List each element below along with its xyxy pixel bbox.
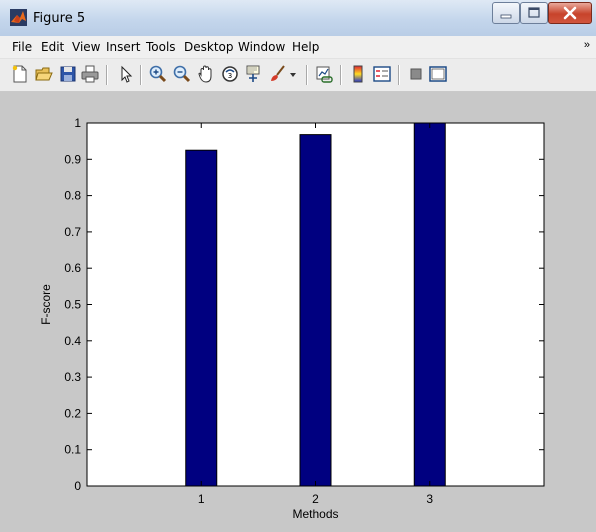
pan-icon[interactable] (196, 64, 216, 84)
matlab-logo-icon (10, 9, 27, 26)
link-plot-icon[interactable] (314, 64, 334, 84)
print-icon[interactable] (80, 64, 100, 84)
menu-tools[interactable]: Tools (146, 40, 176, 54)
toolbar-separator (106, 65, 108, 85)
x-tick-label: 2 (312, 492, 319, 506)
y-axis-label: F-score (39, 284, 53, 325)
legend-icon[interactable] (372, 64, 392, 84)
figure-toolbar: 3 (0, 59, 596, 92)
menu-view[interactable]: View (72, 40, 101, 54)
menu-desktop[interactable]: Desktop (184, 40, 234, 54)
bar (413, 122, 446, 487)
menu-window[interactable]: Window (238, 40, 286, 54)
y-tick-label: 0.8 (64, 189, 81, 203)
rotate-3d-icon[interactable]: 3 (220, 64, 240, 84)
minimize-icon (500, 14, 512, 19)
figure-canvas[interactable]: 0 0.1 0.2 0.3 0.4 0.5 0.6 0.7 0.8 0.9 1 1 2 3 Methods F… (0, 92, 596, 532)
menu-overflow-icon[interactable]: » (583, 39, 590, 51)
open-file-icon[interactable] (34, 64, 54, 84)
save-icon[interactable] (58, 64, 78, 84)
close-button[interactable] (548, 2, 592, 24)
data-cursor-icon[interactable] (244, 64, 264, 84)
y-tick-label: 0.4 (64, 334, 81, 348)
window-title: Figure 5 (33, 11, 86, 26)
minimize-button[interactable] (492, 2, 520, 24)
y-tick-label: 0.3 (64, 370, 81, 384)
y-tick-label: 0.1 (64, 443, 81, 457)
bar-chart: 0 0.1 0.2 0.3 0.4 0.5 0.6 0.7 0.8 0.9 1 1 2 3 Methods F… (39, 116, 545, 521)
y-tick-label: 1 (74, 116, 81, 130)
x-tick-label: 3 (426, 492, 433, 506)
pointer-icon[interactable] (116, 64, 136, 84)
close-icon (563, 6, 577, 20)
y-tick-label: 0.6 (64, 261, 81, 275)
hide-plot-tools-icon[interactable] (406, 64, 426, 84)
maximize-button[interactable] (520, 2, 548, 24)
brush-dropdown-icon[interactable] (287, 64, 299, 84)
maximize-icon (528, 7, 540, 18)
title-bar[interactable]: Figure 5 (0, 0, 596, 36)
menu-edit[interactable]: Edit (41, 40, 65, 54)
y-tick-label: 0.9 (64, 152, 81, 166)
new-figure-icon[interactable] (10, 64, 30, 84)
menu-bar: File Edit View Insert Tools Desktop Wind… (0, 36, 596, 59)
show-plot-tools-icon[interactable] (428, 64, 448, 84)
toolbar-separator (398, 65, 400, 85)
toolbar-separator (306, 65, 308, 85)
menu-insert[interactable]: Insert (106, 40, 141, 54)
x-tick-label: 1 (198, 492, 205, 506)
menu-file[interactable]: File (12, 40, 33, 54)
menu-help[interactable]: Help (292, 40, 320, 54)
toolbar-separator (340, 65, 342, 85)
bar (185, 149, 218, 487)
bar (299, 134, 332, 487)
colorbar-icon[interactable] (348, 64, 368, 84)
zoom-out-icon[interactable] (172, 64, 192, 84)
x-axis-label: Methods (292, 507, 338, 521)
svg-text:3: 3 (228, 72, 232, 80)
toolbar-separator (140, 65, 142, 85)
y-tick-label: 0.2 (64, 406, 81, 420)
zoom-in-icon[interactable] (148, 64, 168, 84)
y-tick-label: 0.5 (64, 298, 81, 312)
y-tick-label: 0 (74, 479, 81, 493)
brush-icon[interactable] (268, 64, 288, 84)
y-tick-label: 0.7 (64, 225, 81, 239)
